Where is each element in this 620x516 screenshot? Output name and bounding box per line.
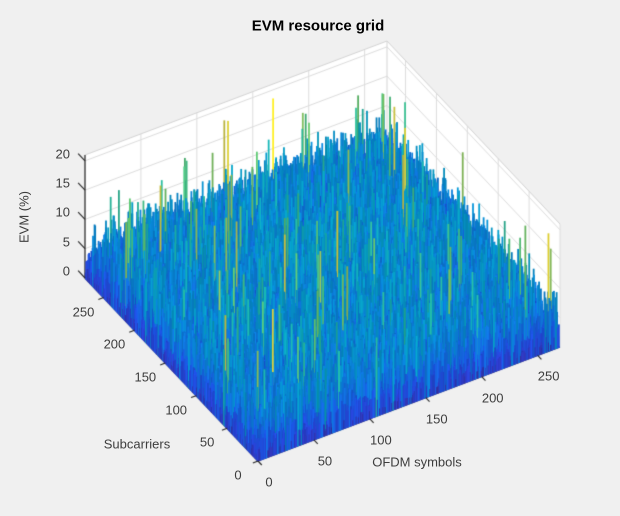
y-tick-label: 200 [103, 336, 126, 352]
x-axis-label: OFDM symbols [372, 454, 462, 470]
x-tick-label: 50 [317, 453, 333, 469]
x-tick-label: 150 [425, 411, 448, 427]
x-tick-label: 200 [481, 390, 504, 406]
z-axis-label: EVM (%) [16, 191, 32, 243]
x-tick-label: 250 [537, 368, 560, 384]
chart-title: EVM resource grid [251, 17, 385, 35]
z-tick-label: 10 [55, 204, 70, 220]
z-tick-label: 0 [62, 263, 70, 279]
z-tick-label: 15 [55, 175, 70, 191]
y-axis-label: Subcarriers [103, 436, 171, 452]
z-tick-label: 5 [62, 234, 70, 250]
y-tick-label: 250 [72, 304, 95, 320]
y-tick-label: 100 [165, 402, 188, 418]
y-tick-label: 50 [199, 434, 215, 450]
y-tick-label: 150 [134, 369, 157, 385]
x-tick-label: 0 [265, 474, 273, 490]
x-tick-label: 100 [369, 432, 392, 448]
z-tick-label: 20 [55, 146, 70, 162]
y-tick-label: 0 [234, 467, 242, 483]
